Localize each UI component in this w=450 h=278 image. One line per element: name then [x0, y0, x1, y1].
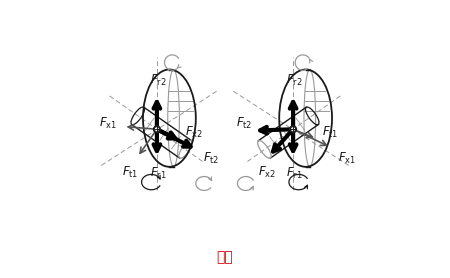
Text: $F_{\rm x2}$: $F_{\rm x2}$ — [258, 165, 276, 180]
Circle shape — [290, 126, 296, 132]
Text: $F_{\rm r1}$: $F_{\rm r1}$ — [286, 166, 303, 181]
Text: $F_{\rm t1}$: $F_{\rm t1}$ — [122, 165, 139, 180]
Text: $F_{\rm r1}$: $F_{\rm r1}$ — [150, 166, 166, 181]
Circle shape — [154, 126, 160, 132]
Text: $F_{\rm t2}$: $F_{\rm t2}$ — [236, 116, 252, 131]
Text: $F_{\rm t2}$: $F_{\rm t2}$ — [203, 151, 219, 166]
Ellipse shape — [153, 126, 160, 133]
Text: $F_{\rm t1}$: $F_{\rm t1}$ — [322, 125, 339, 140]
Text: $F_{\rm r2}$: $F_{\rm r2}$ — [150, 73, 166, 88]
Ellipse shape — [290, 126, 297, 133]
Text: $F_{\rm x2}$: $F_{\rm x2}$ — [185, 125, 203, 140]
Text: $F_{\rm r2}$: $F_{\rm r2}$ — [286, 73, 303, 88]
Text: 驱动: 驱动 — [216, 250, 234, 264]
Text: $F_{\rm x1}$: $F_{\rm x1}$ — [338, 151, 356, 166]
Text: $F_{\rm x1}$: $F_{\rm x1}$ — [99, 116, 117, 131]
